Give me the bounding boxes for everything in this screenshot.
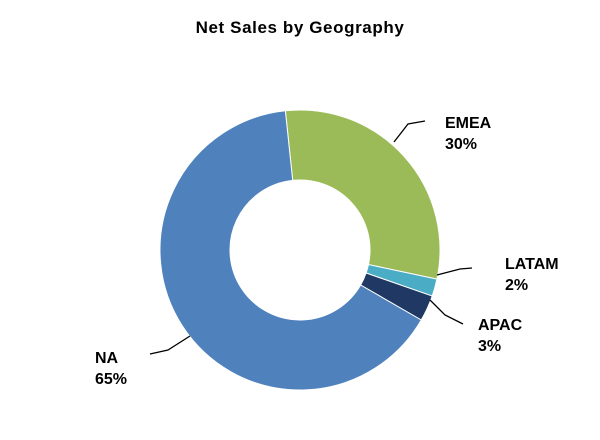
leader-line-apac (429, 299, 464, 325)
leader-line-na (149, 335, 191, 355)
leader-line-latam (436, 267, 473, 276)
label-value-emea: 30% (445, 136, 477, 153)
label-name-emea: EMEA (445, 115, 492, 132)
label-value-apac: 3% (478, 338, 501, 355)
chart-title: Net Sales by Geography (195, 18, 405, 37)
slice-emea (284, 109, 441, 280)
label-value-na: 65% (95, 371, 127, 388)
slice-na (159, 110, 422, 391)
leader-line-emea (393, 120, 426, 143)
label-name-apac: APAC (478, 317, 523, 334)
label-name-latam: LATAM (505, 256, 559, 273)
label-name-na: NA (95, 350, 119, 367)
label-value-latam: 2% (505, 277, 528, 294)
